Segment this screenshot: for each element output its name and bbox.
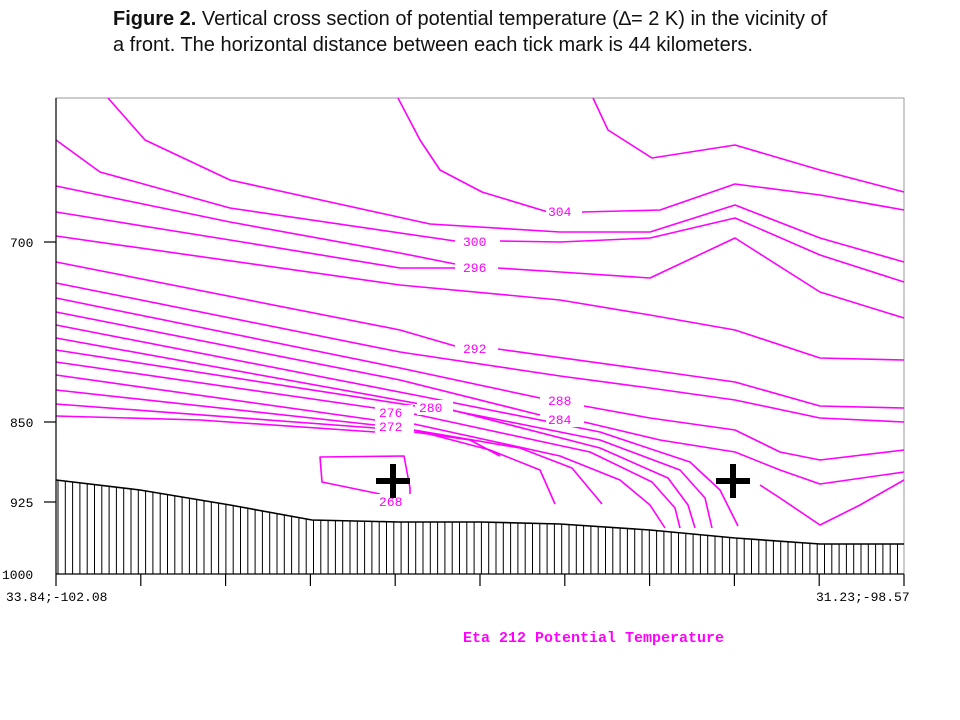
- contour-label-bg: [461, 340, 497, 356]
- y-tick-label: 1000: [2, 568, 33, 583]
- plot-frame: [55, 97, 905, 575]
- contour-line: [55, 403, 376, 429]
- x-axis-right-label: 31.23;-98.57: [816, 590, 910, 605]
- contour-line: [583, 405, 905, 461]
- contour-label: 300: [463, 235, 486, 250]
- y-tick-label: 925: [10, 496, 33, 511]
- contour-line-closed: [319, 455, 411, 495]
- contour-line: [55, 311, 541, 416]
- contour-label-bg: [377, 494, 413, 509]
- contour-line: [592, 97, 905, 193]
- contour-label: 272: [379, 420, 402, 435]
- contour-line: [581, 183, 905, 213]
- contour-line: [55, 337, 713, 529]
- contour-label: 304: [548, 205, 572, 220]
- contour-line: [497, 348, 905, 409]
- contour-label: 284: [548, 413, 572, 428]
- contour-line: [55, 139, 456, 242]
- contour-line: [55, 374, 376, 421]
- contour-line: [413, 431, 501, 457]
- y-axis: 700 850 925 1000: [2, 98, 57, 583]
- x-ticks: [55, 574, 905, 586]
- contour-line: [413, 429, 556, 505]
- contour-label-bg: [461, 233, 497, 249]
- contour-line: [413, 413, 681, 529]
- contour-line: [55, 211, 455, 269]
- caption-text: Vertical cross section of potential temp…: [113, 8, 828, 56]
- contour-label-bg: [417, 400, 453, 415]
- contour-line: [759, 479, 905, 526]
- contour-label: 268: [379, 495, 402, 510]
- contour-line: [55, 297, 541, 399]
- contour-line: [55, 389, 376, 426]
- contour-label: 292: [463, 342, 486, 357]
- contour-line: [583, 421, 905, 485]
- contour-line: [55, 349, 416, 407]
- terrain-hatching: [57, 480, 898, 574]
- contour-line: [55, 361, 376, 409]
- contour-line: [413, 423, 666, 529]
- contour-label: 276: [379, 406, 402, 421]
- contour-label-bg: [546, 411, 582, 427]
- contour-label-bg: [377, 405, 413, 419]
- terrain: [55, 479, 904, 574]
- contour-line: [55, 282, 905, 423]
- contour-label-bg: [546, 392, 582, 408]
- chart-footer-title: Eta 212 Potential Temperature: [463, 630, 724, 647]
- contour-label-bg: [461, 259, 497, 275]
- contour-line: [55, 261, 456, 347]
- contour-line: [55, 185, 456, 265]
- markers: [376, 464, 750, 498]
- y-tick-label: 850: [10, 416, 33, 431]
- x-axis-left-label: 33.84;-102.08: [6, 590, 107, 605]
- contour-line: [397, 97, 549, 213]
- plus-marker: [376, 464, 410, 498]
- contour-line: [107, 97, 905, 263]
- caption-lead: Figure 2.: [113, 8, 197, 30]
- contour-label-bg: [546, 203, 580, 219]
- contour-label: 280: [419, 401, 442, 416]
- contour-line: [55, 415, 376, 433]
- contour-line: [55, 235, 905, 361]
- x-axis: 33.84;-102.08 31.23;-98.57: [6, 573, 910, 605]
- y-tick-label: 700: [10, 236, 33, 251]
- contour-line: [497, 237, 905, 319]
- contour-label: 288: [548, 394, 571, 409]
- terrain-surface: [55, 479, 904, 545]
- contour-line: [55, 324, 739, 527]
- contour-label-bg: [377, 419, 413, 433]
- contour-label: 296: [463, 261, 486, 276]
- plus-marker: [716, 464, 750, 498]
- contour-lines: [55, 97, 905, 529]
- contour-labels: 304 300 296 292 288 284 280 276 272 268: [377, 203, 582, 510]
- figure-caption: Figure 2. Vertical cross section of pote…: [113, 6, 833, 58]
- contour-line: [451, 409, 696, 529]
- contour-line: [499, 217, 905, 283]
